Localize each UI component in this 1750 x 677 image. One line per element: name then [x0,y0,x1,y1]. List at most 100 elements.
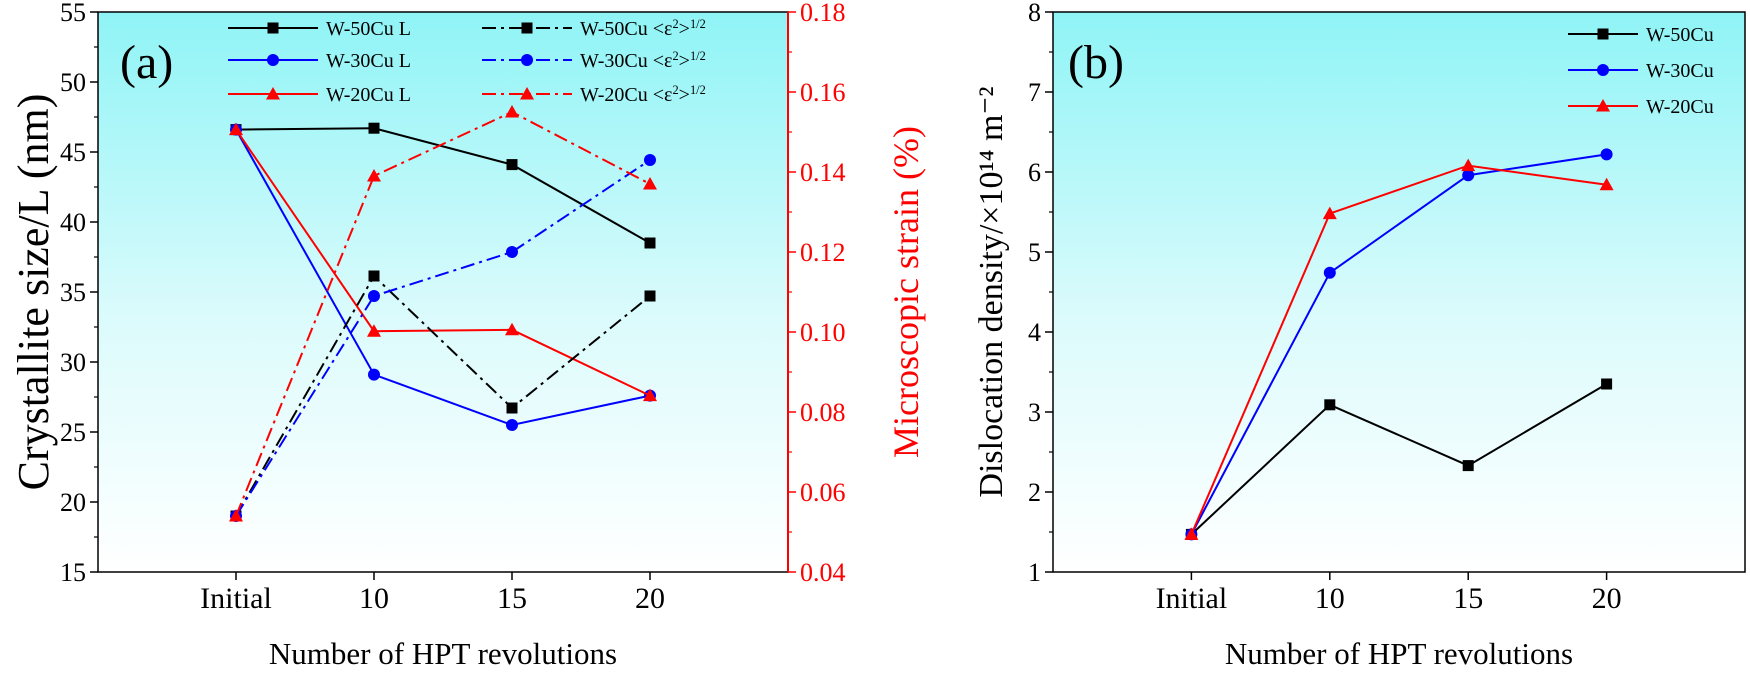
data-point [367,324,381,337]
data-point [505,105,519,118]
legend-label: W-50Cu [1646,24,1714,46]
legend-marker [521,54,533,66]
data-point [368,270,380,282]
series-line [235,129,651,397]
y-tick-label: 8 [1028,0,1041,27]
data-point [367,169,381,182]
series-line [1190,164,1607,535]
data-point [368,122,380,134]
legend-label: W-20Cu [1646,96,1714,118]
legend-entry: W-20Cu [1568,96,1714,118]
y-tick-label: 2 [1028,478,1041,507]
y-tick-label: 45 [60,138,86,167]
legend-marker [1597,28,1609,40]
y2-tick-label: 0.04 [800,558,846,587]
legend-label: W-20Cu <ε2>1/2 [580,83,706,106]
y-tick-label: 40 [60,208,86,237]
data-point [368,290,380,302]
data-point [506,159,518,171]
legend-marker [267,22,279,34]
data-point [1599,177,1614,191]
legend-marker [520,87,534,100]
y2-tick-label: 0.16 [800,78,846,107]
x-axis-title: Number of HPT revolutions [269,636,617,671]
data-point [1322,206,1337,220]
data-point [1184,527,1199,540]
panel-label: (b) [1068,36,1124,89]
x-tick-label: 15 [1453,582,1483,615]
x-tick-label: 10 [359,582,389,615]
y2-tick-label: 0.18 [800,0,846,27]
legend-marker [266,87,280,100]
series-line [1190,383,1608,536]
data-point [643,177,657,190]
y2-tick-label: 0.14 [800,158,846,187]
data-point [506,402,518,414]
legend-entry: W-30Cu L [228,50,411,72]
data-point [1601,378,1613,390]
data-point [229,509,243,522]
data-point [1462,460,1474,472]
y-tick-label: 30 [60,348,86,377]
panel-label: (a) [120,36,173,89]
panel-a-chart: Initial 10 15 20 15 20 25 30 35 40 45 50 55 0.04 0.06 0… [9,0,926,671]
y2-tick-label: 0.12 [800,238,846,267]
y-tick-label: 5 [1028,238,1041,267]
data-point [1324,399,1336,411]
y2-axis-title: Microscopic strain (%) [886,126,926,458]
data-point [644,237,656,249]
legend-label: W-50Cu L [326,18,411,40]
x-tick-label: Initial [1156,582,1228,615]
legend-marker [521,22,533,34]
y-tick-label: 50 [60,68,86,97]
plot-area-background [1053,12,1745,572]
x-tick-label: 20 [1592,582,1622,615]
series-line [235,129,651,427]
data-point [644,290,656,302]
series-line [235,110,651,517]
plot-area-background [98,12,788,572]
legend-entry: W-20Cu <ε2>1/2 [482,83,706,106]
y2-tick-label: 0.08 [800,398,846,427]
data-point [368,368,380,381]
data-point [644,154,656,166]
data-point [1461,158,1476,172]
y-tick-label: 3 [1028,398,1041,427]
legend-entry: W-20Cu L [228,84,411,106]
x-tick-label: Initial [200,582,272,615]
y-axis-title: Crystallite size/L (nm) [9,94,58,491]
legend-label: W-20Cu L [326,84,411,106]
series-line [235,274,651,517]
legend-entry: W-30Cu [1568,60,1714,82]
x-tick-label: 10 [1315,582,1345,615]
legend-marker [1597,64,1609,76]
series-line [235,127,651,244]
x-tick-label: 15 [497,582,527,615]
legend-label: W-50Cu <ε2>1/2 [580,17,706,40]
data-point [643,388,657,402]
y-tick-label: 20 [60,488,86,517]
y-axis-title: Dislocation density/×10¹⁴ m⁻² [973,86,1010,497]
series-line [235,159,651,517]
y-tick-label: 15 [60,558,86,587]
data-point [1462,169,1475,182]
legend-entry: W-30Cu <ε2>1/2 [482,49,706,72]
x-tick-label: 20 [635,582,665,615]
y-tick-label: 6 [1028,158,1041,187]
y-tick-label: 1 [1028,558,1041,587]
legend-label: W-30Cu <ε2>1/2 [580,49,706,72]
legend-label: W-30Cu [1646,60,1714,82]
data-point [506,246,518,258]
data-point [229,122,243,136]
series-line [1190,153,1607,535]
legend-entry: W-50Cu [1568,24,1714,46]
data-point [505,322,519,336]
panel-b-chart: Initial 10 15 20 1 2 3 4 5 6 7 8 Number of HPT revol… [973,0,1746,671]
legend-label: W-30Cu L [326,50,411,72]
y-tick-label: 4 [1028,318,1041,347]
x-axis-title: Number of HPT revolutions [1225,636,1573,671]
y-tick-label: 55 [60,0,86,27]
y-tick-label: 35 [60,278,86,307]
data-point [1323,266,1336,279]
